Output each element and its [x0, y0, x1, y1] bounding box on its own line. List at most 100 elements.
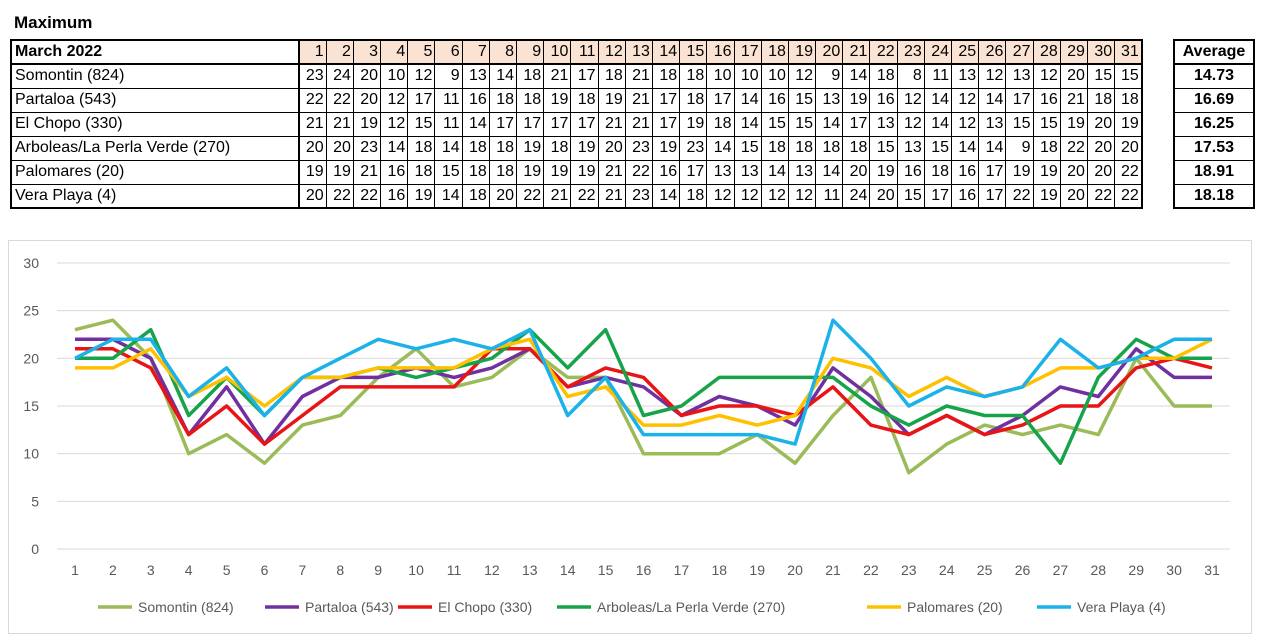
table-cell: 13 — [1005, 63, 1034, 89]
table-cell: 21 — [352, 159, 382, 185]
y-tick-label: 10 — [23, 446, 39, 462]
day-header: 25 — [950, 39, 980, 65]
average-header: Average — [1173, 39, 1255, 65]
table-cell: 18 — [679, 63, 708, 89]
legend-label: Palomares (20) — [907, 599, 1003, 615]
table-cell: 13 — [787, 159, 817, 185]
table-cell: 21 — [543, 63, 572, 89]
average-value: 14.73 — [1173, 63, 1255, 89]
table-cell: 18 — [1086, 87, 1116, 113]
table-cell: 15 — [869, 135, 898, 161]
table-cell: 17 — [488, 111, 518, 137]
table-cell: 24 — [325, 63, 354, 89]
x-tick-label: 30 — [1166, 562, 1182, 578]
table-cell: 19 — [543, 159, 572, 185]
table-cell: 20 — [1086, 135, 1116, 161]
table-cell: 22 — [298, 87, 327, 113]
table-cell: 21 — [624, 63, 653, 89]
table-cell: 23 — [679, 135, 708, 161]
table-cell: 18 — [815, 135, 844, 161]
table-cell: 11 — [434, 111, 463, 137]
x-tick-label: 4 — [185, 562, 193, 578]
x-tick-label: 18 — [712, 562, 728, 578]
x-tick-label: 7 — [299, 562, 307, 578]
table-cell: 22 — [325, 87, 354, 113]
table-cell: 13 — [733, 159, 762, 185]
x-tick-label: 19 — [749, 562, 765, 578]
table-cell: 10 — [733, 63, 762, 89]
table-cell: 18 — [488, 87, 518, 113]
table-cell: 12 — [706, 183, 735, 209]
day-header: 20 — [815, 39, 844, 65]
table-cell: 14 — [380, 135, 409, 161]
table-row: Vera Playa (4) 20 22 22 16 19 14 18 20 22 21 22 21 23… — [10, 183, 1143, 209]
day-header: 15 — [679, 39, 708, 65]
table-cell: 16 — [1032, 87, 1061, 113]
day-header: 31 — [1114, 39, 1143, 65]
day-header: 23 — [896, 39, 925, 65]
table-cell: 18 — [488, 135, 518, 161]
legend-label: El Chopo (330) — [438, 599, 532, 615]
day-header: 26 — [978, 39, 1007, 65]
y-tick-label: 20 — [23, 350, 39, 366]
table-cell: 19 — [570, 135, 599, 161]
day-header: 10 — [543, 39, 572, 65]
table-cell: 19 — [679, 111, 708, 137]
table-cell: 23 — [624, 135, 653, 161]
table-cell: 15 — [787, 87, 817, 113]
station-label: El Chopo (330) — [10, 111, 300, 137]
table-cell: 15 — [1114, 63, 1143, 89]
table-cell: 14 — [488, 63, 518, 89]
table-cell: 15 — [896, 183, 925, 209]
table-cell: 22 — [1114, 159, 1143, 185]
table-cell: 18 — [570, 87, 599, 113]
table-corner-label: March 2022 — [10, 39, 300, 65]
table-cell: 19 — [352, 111, 382, 137]
table-cell: 18 — [515, 87, 545, 113]
average-row: 14.73 — [1173, 63, 1255, 89]
table-cell: 9 — [434, 63, 463, 89]
table-cell: 22 — [1086, 183, 1116, 209]
table-cell: 13 — [896, 135, 925, 161]
table-cell: 17 — [706, 87, 735, 113]
table-cell: 22 — [325, 183, 354, 209]
table-cell: 20 — [352, 63, 382, 89]
legend-label: Arboleas/La Perla Verde (270) — [597, 599, 785, 615]
day-header: 28 — [1032, 39, 1061, 65]
table-cell: 20 — [869, 183, 898, 209]
table-cell: 20 — [1114, 135, 1143, 161]
table-cell: 20 — [1086, 111, 1116, 137]
day-header: 22 — [869, 39, 898, 65]
table-cell: 17 — [651, 111, 681, 137]
x-tick-label: 14 — [560, 562, 576, 578]
x-tick-label: 21 — [825, 562, 841, 578]
table-cell: 18 — [597, 63, 626, 89]
x-tick-label: 17 — [674, 562, 690, 578]
y-tick-label: 5 — [31, 493, 39, 509]
x-tick-label: 15 — [598, 562, 614, 578]
table-cell: 17 — [515, 111, 545, 137]
station-label: Partaloa (543) — [10, 87, 300, 113]
table-cell: 18 — [651, 63, 681, 89]
table-cell: 12 — [380, 87, 409, 113]
x-tick-label: 1 — [71, 562, 79, 578]
table-cell: 16 — [869, 87, 898, 113]
x-tick-label: 2 — [109, 562, 117, 578]
x-tick-label: 13 — [522, 562, 538, 578]
table-cell: 21 — [325, 111, 354, 137]
table-cell: 18 — [488, 159, 518, 185]
x-tick-label: 31 — [1204, 562, 1220, 578]
table-cell: 15 — [787, 111, 817, 137]
day-header: 18 — [760, 39, 789, 65]
table-cell: 15 — [1032, 111, 1061, 137]
day-header: 12 — [597, 39, 626, 65]
table-cell: 12 — [896, 87, 925, 113]
table-cell: 14 — [842, 63, 871, 89]
table-cell: 15 — [407, 111, 436, 137]
table-cell: 20 — [325, 135, 354, 161]
table-cell: 13 — [869, 111, 898, 137]
table-cell: 14 — [733, 111, 762, 137]
table-cell: 18 — [787, 135, 817, 161]
table-cell: 21 — [298, 111, 327, 137]
day-header: 17 — [733, 39, 762, 65]
